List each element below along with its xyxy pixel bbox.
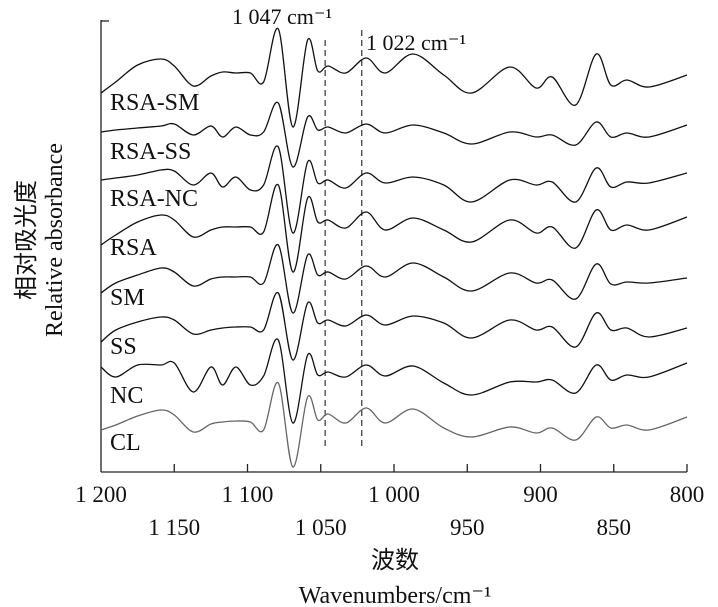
x-tick-label: 1 150	[148, 515, 200, 540]
x-tick-label: 900	[523, 482, 558, 507]
spectrum-rsa-ss	[100, 101, 688, 168]
x-tick-label: 1 050	[295, 515, 347, 540]
series-label-rsa: RSA	[110, 235, 157, 261]
series-label-nc: NC	[110, 383, 143, 409]
series-label-ss: SS	[110, 334, 137, 360]
x-tick-label: 950	[450, 515, 485, 540]
spectrum-ss	[100, 292, 688, 361]
y-axis-title-cn: 相对吸光度	[13, 180, 40, 300]
spectrum-cl	[100, 382, 688, 468]
x-tick-label: 850	[597, 515, 632, 540]
spectrum-nc	[100, 338, 688, 424]
x-tick-label: 1 100	[222, 482, 274, 507]
annotation-lines	[324, 30, 363, 446]
spectrum-rsa	[100, 184, 688, 273]
series-labels: RSA-SM RSA-SS RSA-NC RSA SM SS NC CL	[110, 90, 199, 456]
annotation-1047: 1 047 cm⁻¹	[232, 4, 332, 29]
y-axis-title: Relative absorbance	[42, 143, 68, 337]
series-label-rsa-sm: RSA-SM	[110, 90, 199, 116]
axes	[100, 20, 687, 473]
series-label-sm: SM	[110, 285, 145, 311]
x-tick-label: 800	[670, 482, 705, 507]
annotation-1022: 1 022 cm⁻¹	[366, 30, 466, 55]
x-axis-title-cn: 波数	[371, 547, 419, 574]
x-axis-title: Wavenumbers/cm⁻¹	[299, 583, 492, 607]
annotation-1022-text: 1 022 cm⁻¹	[366, 30, 466, 55]
series-label-rsa-ss: RSA-SS	[110, 139, 191, 165]
spectrum-sm	[100, 244, 688, 314]
x-tick-label: 1 000	[368, 482, 420, 507]
x-ticks: 1 200 1 150 1 100 1 050 1 000 950 900 850 800	[75, 464, 704, 540]
spectrum-rsa-sm	[100, 27, 688, 128]
spectra-curves	[100, 27, 688, 468]
series-label-rsa-nc: RSA-NC	[110, 186, 198, 212]
spectrum-rsa-nc	[100, 145, 688, 234]
annotation-1047-text: 1 047 cm⁻¹	[232, 4, 332, 29]
series-label-cl: CL	[110, 430, 141, 456]
x-tick-label: 1 200	[75, 482, 127, 507]
